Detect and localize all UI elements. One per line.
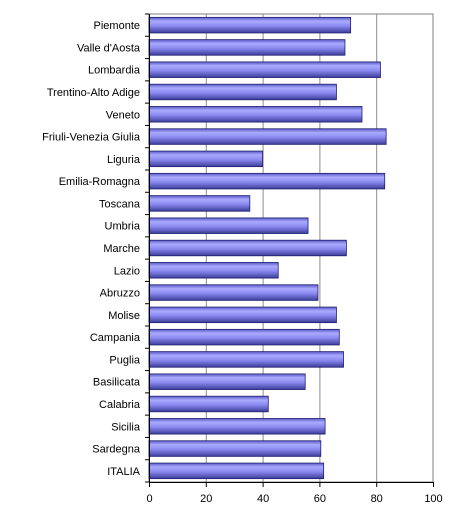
x-tick-label: 80	[371, 493, 383, 505]
x-tick-label: 20	[200, 493, 212, 505]
plot-area: Piemonte Valle d'Aosta Lombardia Trentino-A…	[42, 13, 443, 505]
category-label: Lazio	[114, 265, 140, 277]
category-label: Liguria	[107, 154, 141, 166]
x-tick-label: 40	[257, 493, 269, 505]
bar-19	[148, 440, 322, 457]
category-label: Toscana	[99, 198, 141, 210]
category-label: Veneto	[106, 109, 140, 121]
x-tick-label: 0	[146, 493, 152, 505]
category-label: ITALIA	[107, 466, 140, 478]
category-label: Abruzzo	[100, 288, 140, 300]
bar-2	[148, 61, 381, 78]
bar-13	[148, 306, 337, 324]
bar-3	[148, 83, 337, 101]
bar-14	[148, 328, 340, 346]
bar-16	[148, 373, 306, 390]
bar-18	[148, 418, 326, 435]
bar-8	[148, 195, 251, 212]
bar-10	[148, 239, 347, 257]
category-label: Friuli-Venezia Giulia	[42, 132, 141, 144]
bar-15	[148, 351, 344, 368]
x-tick-label: 100	[424, 493, 442, 505]
category-label: Lombardia	[88, 65, 141, 77]
category-label: Calabria	[99, 399, 141, 411]
bar-1	[148, 39, 346, 56]
bar-7	[148, 172, 386, 190]
bar-12	[148, 284, 319, 301]
category-label: Sardegna	[92, 444, 141, 456]
category-label: Sicilia	[111, 421, 141, 433]
category-label: Umbria	[105, 221, 141, 233]
category-label: Marche	[103, 243, 140, 255]
category-label: Emilia-Romagna	[59, 176, 141, 188]
category-label: Valle d'Aosta	[77, 42, 141, 54]
category-label: Trentino-Alto Adige	[47, 87, 140, 99]
category-label: Campania	[90, 332, 141, 344]
bar-11	[148, 262, 279, 279]
x-tick-label: 60	[314, 493, 326, 505]
bar-0	[148, 16, 352, 34]
category-label: Molise	[108, 310, 140, 322]
bar-17	[148, 395, 269, 413]
bar-9	[148, 217, 309, 234]
bar-6	[148, 150, 263, 168]
bar-4	[148, 106, 363, 123]
bar-5	[148, 128, 387, 145]
category-label: Puglia	[109, 354, 140, 366]
category-label: Piemonte	[94, 20, 140, 32]
category-label: Basilicata	[93, 377, 141, 389]
bar-20	[148, 462, 325, 480]
